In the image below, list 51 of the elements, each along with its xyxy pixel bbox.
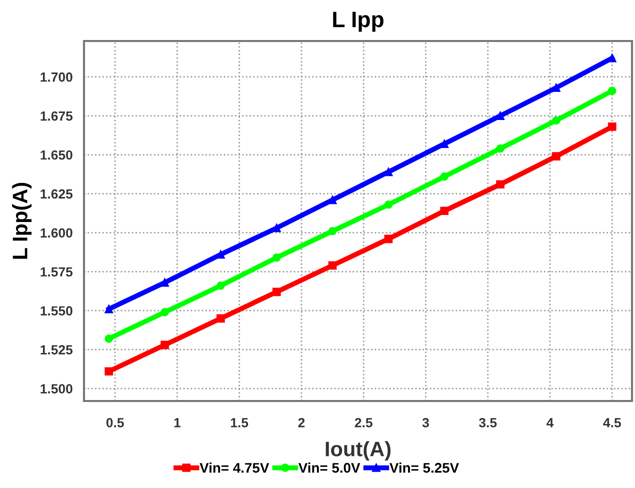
x-tick-label: 2.5 bbox=[354, 418, 372, 428]
point bbox=[160, 308, 169, 316]
point bbox=[160, 278, 169, 287]
point bbox=[608, 86, 616, 96]
y-tick-label: 1.575 bbox=[40, 267, 73, 277]
point bbox=[104, 304, 114, 314]
point bbox=[552, 152, 560, 160]
point bbox=[104, 334, 114, 343]
point bbox=[328, 196, 337, 204]
point bbox=[496, 180, 504, 189]
y-tick-label: 1.650 bbox=[40, 150, 72, 160]
point bbox=[552, 84, 560, 92]
y-axis-title: L Ipp(A) bbox=[12, 182, 32, 259]
point bbox=[160, 340, 169, 350]
y-tick-label: 1.700 bbox=[40, 72, 72, 82]
x-tick-label: 3 bbox=[422, 418, 429, 428]
legend-label: Vin= 5.0V bbox=[298, 462, 360, 473]
x-tick-label: 3.5 bbox=[478, 418, 497, 428]
point bbox=[328, 226, 337, 236]
x-tick-label: 2 bbox=[298, 418, 305, 428]
y-tick-label: 1.550 bbox=[40, 306, 72, 316]
point bbox=[496, 144, 504, 153]
point bbox=[440, 206, 449, 216]
point bbox=[440, 172, 449, 181]
legend-label: Vin= 5.25V bbox=[390, 462, 459, 473]
point bbox=[384, 234, 393, 244]
point bbox=[104, 367, 114, 376]
x-tick-label: 0.5 bbox=[106, 418, 124, 428]
y-tick-label: 1.675 bbox=[40, 111, 73, 121]
y-tick-label: 1.500 bbox=[40, 384, 72, 394]
chart-title: L Ipp bbox=[333, 12, 384, 32]
legend-label: Vin= 4.75V bbox=[200, 462, 270, 473]
y-tick-label: 1.525 bbox=[40, 345, 73, 354]
x-tick-label: 1 bbox=[174, 418, 180, 428]
point bbox=[552, 116, 560, 125]
point bbox=[272, 288, 281, 296]
point bbox=[216, 282, 225, 290]
point bbox=[216, 250, 225, 259]
point bbox=[272, 253, 281, 262]
point bbox=[384, 168, 393, 176]
point bbox=[608, 122, 616, 131]
point bbox=[384, 200, 393, 209]
x-tick-label: 4.5 bbox=[603, 418, 621, 428]
point bbox=[272, 224, 281, 232]
x-tick-label: 4 bbox=[546, 418, 554, 428]
y-tick-label: 1.600 bbox=[40, 228, 72, 238]
y-tick-label: 1.625 bbox=[40, 189, 73, 199]
point bbox=[216, 314, 225, 323]
point bbox=[328, 261, 337, 270]
x-axis-title: Iout(A) bbox=[326, 441, 391, 460]
x-tick-label: 1.5 bbox=[230, 418, 248, 428]
